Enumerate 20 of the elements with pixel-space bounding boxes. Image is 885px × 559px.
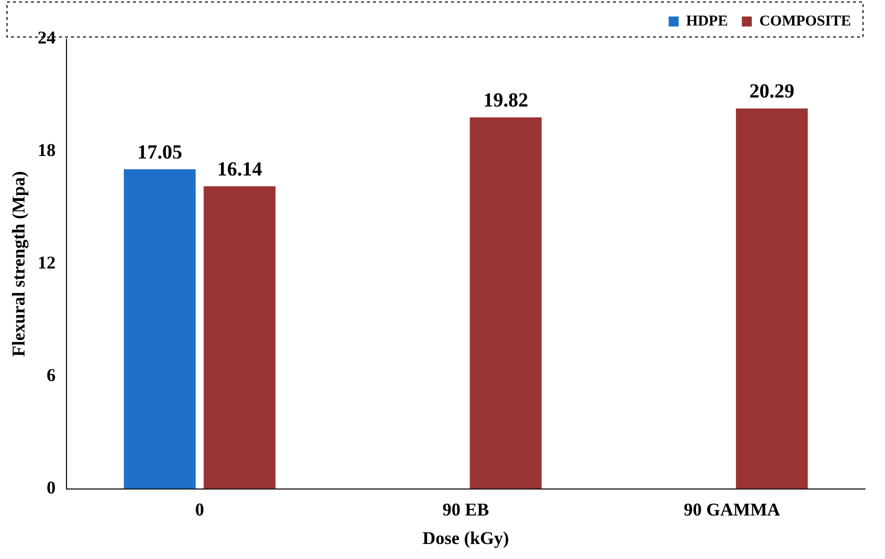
bar <box>204 186 276 489</box>
y-tick-label: 18 <box>38 140 56 160</box>
legend-label: HDPE <box>686 13 728 30</box>
y-tick-label: 6 <box>46 365 56 386</box>
y-tick-label: 24 <box>38 28 56 48</box>
y-tick-label: 0 <box>46 477 56 498</box>
bar <box>736 108 808 489</box>
y-axis-title: Flexural strength (Mpa) <box>8 171 28 357</box>
x-axis-title: Dose (kGy) <box>422 528 510 548</box>
bar <box>470 117 542 489</box>
bar <box>124 169 196 489</box>
x-tick-label: 0 <box>195 499 204 520</box>
legend-label: COMPOSITE <box>759 13 852 30</box>
data-label: 16.14 <box>217 158 262 180</box>
x-tick-label: 90 EB <box>442 499 490 520</box>
data-label: 20.29 <box>749 80 794 103</box>
data-label: 17.05 <box>137 141 182 164</box>
y-tick-label: 12 <box>38 252 56 273</box>
data-label: 19.82 <box>483 90 528 112</box>
x-tick-label: 90 GAMMA <box>684 499 780 520</box>
